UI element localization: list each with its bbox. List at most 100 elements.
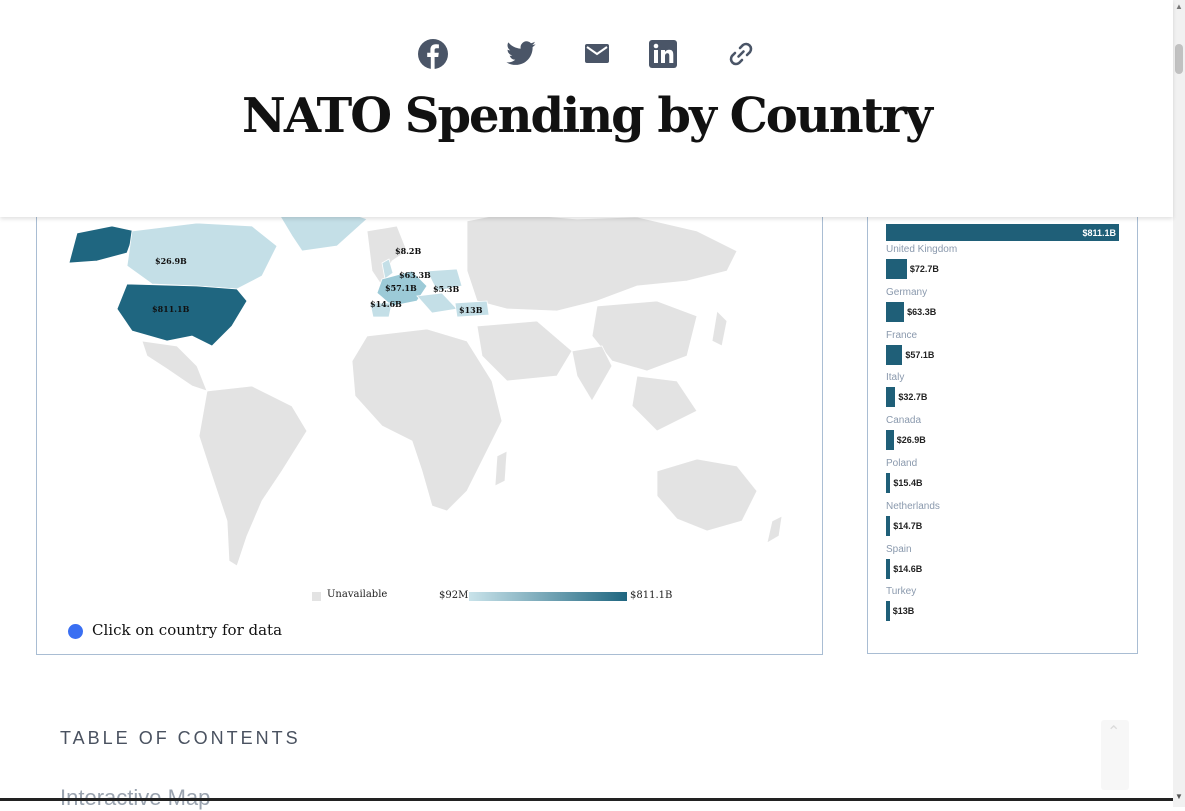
chevron-up-icon: ⌃ bbox=[1107, 724, 1121, 741]
bar[interactable] bbox=[886, 515, 891, 536]
facebook-icon bbox=[418, 39, 448, 69]
bar-row[interactable]: $811.1B bbox=[886, 221, 1119, 241]
color-scale-bar bbox=[469, 592, 627, 601]
bar-row[interactable]: Italy $32.7B bbox=[886, 371, 1119, 408]
country-canada[interactable] bbox=[126, 222, 278, 290]
bar-row[interactable]: Spain $14.6B bbox=[886, 543, 1119, 579]
scroll-to-top-button[interactable]: ⌃ bbox=[1101, 720, 1129, 790]
unavailable-label: Unavailable bbox=[327, 589, 388, 600]
bar[interactable] bbox=[886, 473, 891, 493]
color-scale-min: $92M bbox=[439, 590, 469, 601]
bar[interactable] bbox=[886, 430, 894, 451]
bar[interactable] bbox=[886, 259, 907, 279]
bar-value-label: $811.1B bbox=[1082, 228, 1116, 238]
bar-value-label: $63.3B bbox=[907, 306, 937, 317]
bar-label: France bbox=[886, 329, 918, 341]
email-icon bbox=[585, 44, 609, 63]
bar-label: Italy bbox=[886, 372, 905, 384]
interactive-map: $811.1B $26.9B $8.2B $63.3B $57.1B $14.6… bbox=[36, 190, 823, 655]
page-scrollbar[interactable]: ▲ ▼ bbox=[1173, 0, 1185, 807]
twitter-icon bbox=[506, 41, 536, 65]
map-label-uk: $8.2B bbox=[395, 246, 421, 256]
country-alaska[interactable] bbox=[68, 225, 136, 264]
region-africa[interactable] bbox=[351, 328, 503, 512]
toc-item-interactive-map[interactable]: Interactive Map bbox=[60, 785, 210, 811]
map-label-canada: $26.9B bbox=[155, 256, 187, 266]
country-italy-balkans[interactable] bbox=[416, 292, 458, 314]
world-map[interactable]: $811.1B $26.9B $8.2B $63.3B $57.1B $14.6… bbox=[37, 191, 824, 656]
bar-label: Canada bbox=[886, 415, 922, 427]
bar-row[interactable]: Netherlands $14.7B bbox=[886, 500, 1119, 536]
bar-label: Turkey bbox=[886, 586, 917, 598]
country-russia[interactable] bbox=[466, 212, 738, 312]
bar-row[interactable]: Germany $63.3B bbox=[886, 286, 1119, 322]
share-bar bbox=[0, 38, 1173, 70]
bar-value-label: $26.9B bbox=[896, 435, 926, 446]
country-spain[interactable] bbox=[369, 302, 393, 318]
page-header: NATO Spending by Country bbox=[0, 0, 1173, 217]
bar-value-label: $14.6B bbox=[893, 563, 923, 574]
bar[interactable] bbox=[886, 558, 891, 579]
scroll-down-icon[interactable]: ▼ bbox=[1175, 792, 1183, 801]
linkedin-share-button[interactable] bbox=[647, 38, 679, 70]
region-europe-other[interactable] bbox=[366, 225, 408, 287]
country-uk[interactable] bbox=[381, 258, 394, 280]
spending-bar-chart: $811.1B United Kingdom $72.7B Germany $63.3B… bbox=[867, 190, 1138, 654]
country-usa[interactable] bbox=[116, 283, 248, 347]
bar[interactable] bbox=[886, 601, 890, 622]
bar-label: Germany bbox=[886, 286, 928, 298]
bar[interactable] bbox=[886, 344, 903, 365]
bar-value-label: $57.1B bbox=[905, 349, 935, 360]
bar-value-label: $13B bbox=[892, 606, 915, 617]
page-title: NATO Spending by Country bbox=[242, 88, 933, 144]
copy-link-button[interactable] bbox=[725, 38, 757, 70]
region-central-america[interactable] bbox=[141, 340, 208, 392]
country-new-zealand[interactable] bbox=[766, 515, 783, 544]
bar-row[interactable]: Canada $26.9B bbox=[886, 414, 1119, 451]
country-china[interactable] bbox=[591, 300, 698, 372]
bar-value-label: $32.7B bbox=[898, 392, 928, 403]
map-hint: Click on country for data bbox=[92, 621, 283, 639]
bar[interactable] bbox=[886, 224, 1119, 241]
bar-row[interactable]: Poland $15.4B bbox=[886, 457, 1119, 493]
region-south-america[interactable] bbox=[198, 385, 308, 567]
country-southeast-asia[interactable] bbox=[631, 375, 698, 432]
hint-dot bbox=[68, 624, 83, 639]
country-india[interactable] bbox=[571, 345, 613, 402]
country-australia[interactable] bbox=[656, 458, 758, 532]
map-label-france: $57.1B bbox=[385, 283, 417, 293]
country-poland[interactable] bbox=[426, 268, 463, 292]
bar-label: Spain bbox=[886, 543, 912, 555]
country-madagascar[interactable] bbox=[494, 450, 508, 487]
bar-label: Netherlands bbox=[886, 500, 940, 512]
bar[interactable] bbox=[886, 387, 896, 408]
map-label-germany: $63.3B bbox=[399, 270, 431, 280]
map-label-usa: $811.1B bbox=[152, 304, 190, 314]
scrollbar-thumb[interactable] bbox=[1175, 44, 1183, 74]
bar-row[interactable]: Turkey $13B bbox=[886, 585, 1119, 622]
bar-label: United Kingdom bbox=[886, 244, 958, 255]
bar-value-label: $72.7B bbox=[909, 264, 939, 274]
toc-title: TABLE OF CONTENTS bbox=[60, 728, 301, 748]
country-germany-france[interactable] bbox=[376, 270, 428, 307]
linkedin-icon bbox=[649, 40, 677, 68]
facebook-share-button[interactable] bbox=[417, 38, 449, 70]
map-label-poland: $5.3B bbox=[433, 284, 459, 294]
country-middle-east[interactable] bbox=[476, 320, 573, 382]
bar-row[interactable]: France $57.1B bbox=[886, 329, 1119, 365]
bar-value-label: $14.7B bbox=[893, 520, 923, 531]
country-turkey[interactable] bbox=[454, 300, 490, 318]
bar-row[interactable]: United Kingdom $72.7B bbox=[886, 243, 1119, 279]
link-icon bbox=[729, 42, 753, 66]
bar-value-label: $15.4B bbox=[893, 478, 923, 488]
twitter-share-button[interactable] bbox=[505, 38, 537, 70]
map-label-turkey: $13B bbox=[459, 305, 483, 315]
email-share-button[interactable] bbox=[581, 38, 613, 70]
bar-label: Poland bbox=[886, 458, 918, 469]
scroll-up-icon[interactable]: ▲ bbox=[1175, 2, 1183, 11]
unavailable-swatch bbox=[312, 592, 321, 601]
country-japan[interactable] bbox=[711, 310, 728, 347]
color-scale-max: $811.1B bbox=[630, 590, 673, 601]
bottom-divider bbox=[0, 798, 1173, 801]
bar[interactable] bbox=[886, 301, 905, 322]
